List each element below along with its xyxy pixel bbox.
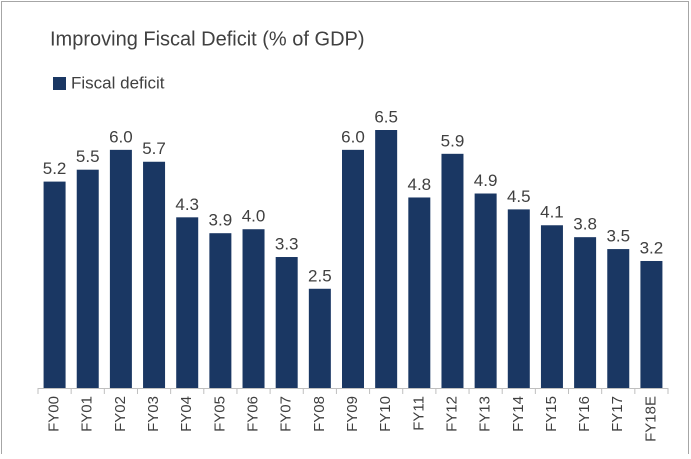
data-label: 5.2 [43, 159, 67, 178]
bar [607, 249, 630, 388]
bar [540, 225, 563, 388]
bar [109, 149, 132, 388]
data-label: 5.7 [142, 139, 166, 158]
data-label: 3.8 [573, 215, 597, 234]
bar [342, 149, 364, 388]
x-tick-label: FY06 [244, 396, 261, 432]
bar [209, 233, 232, 388]
data-label: 5.9 [441, 131, 465, 150]
x-tick-label: FY07 [278, 396, 295, 432]
data-label: 4.3 [175, 195, 199, 214]
bar [474, 193, 497, 388]
x-tick-label: FY14 [510, 396, 527, 432]
x-tick-label: FY18E [642, 396, 659, 442]
x-tick-label: FY10 [377, 396, 394, 432]
x-tick-label: FY16 [576, 396, 593, 432]
x-tick-label: FY02 [112, 396, 129, 432]
x-tick-label: FY08 [311, 396, 328, 432]
bar [408, 197, 431, 388]
legend-swatch [53, 77, 66, 90]
x-tick-label: FY09 [344, 396, 361, 432]
x-tick-label: FY11 [410, 396, 427, 431]
bar [43, 181, 66, 388]
data-label: 6.0 [341, 127, 365, 146]
bar [375, 130, 398, 388]
bar [441, 153, 464, 388]
bar [308, 288, 331, 388]
data-label: 6.5 [374, 107, 398, 126]
x-tick-label: FY13 [477, 396, 494, 432]
x-tick-label: FY05 [211, 396, 228, 432]
data-label: 4.8 [407, 175, 431, 194]
x-tick-label: FY00 [46, 396, 63, 432]
bar [507, 209, 530, 388]
data-label: 4.5 [507, 187, 531, 206]
x-tick-label: FY01 [79, 396, 96, 432]
bar [574, 237, 597, 388]
data-label: 4.0 [242, 207, 266, 226]
bar [76, 169, 99, 388]
x-tick-label: FY12 [443, 396, 460, 432]
data-label: 6.0 [109, 127, 133, 146]
x-tick-label: FY04 [178, 396, 195, 432]
bar [176, 217, 199, 388]
bar [275, 257, 298, 388]
legend-label: Fiscal deficit [71, 73, 165, 92]
data-label: 3.3 [275, 234, 299, 253]
data-label: 3.2 [640, 238, 664, 257]
chart-title: Improving Fiscal Deficit (% of GDP) [50, 28, 365, 50]
data-label: 4.1 [540, 203, 564, 222]
data-label: 2.5 [308, 266, 332, 285]
x-tick-label: FY03 [145, 396, 162, 432]
bar [143, 161, 166, 388]
data-label: 5.5 [76, 147, 100, 166]
x-tick-label: FY15 [543, 396, 560, 432]
bar [242, 229, 265, 388]
data-label: 3.5 [606, 227, 630, 246]
data-label: 3.9 [209, 211, 233, 230]
x-tick-label: FY17 [609, 396, 626, 432]
data-label: 4.9 [474, 171, 498, 190]
bar [640, 260, 663, 388]
